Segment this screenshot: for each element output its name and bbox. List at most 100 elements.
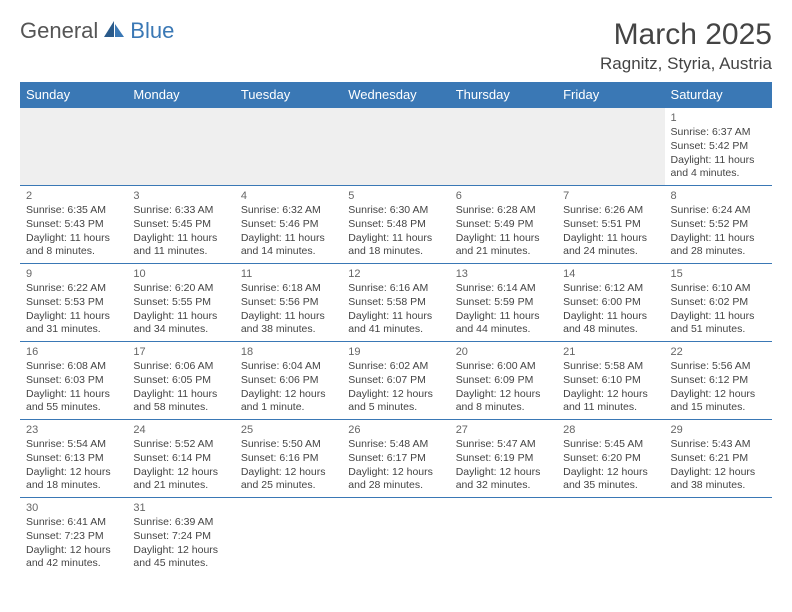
daylight-line: Daylight: 11 hours and 34 minutes. — [133, 310, 228, 337]
sunrise-line: Sunrise: 5:50 AM — [241, 438, 336, 452]
calendar-body: 1Sunrise: 6:37 AMSunset: 5:42 PMDaylight… — [20, 108, 772, 576]
calendar-cell: 21Sunrise: 5:58 AMSunset: 6:10 PMDayligh… — [557, 342, 664, 420]
sunrise-line: Sunrise: 6:33 AM — [133, 204, 228, 218]
day-number: 2 — [26, 189, 121, 203]
calendar-cell: 10Sunrise: 6:20 AMSunset: 5:55 PMDayligh… — [127, 264, 234, 342]
sunset-line: Sunset: 6:21 PM — [671, 452, 766, 466]
sunset-line: Sunset: 6:16 PM — [241, 452, 336, 466]
weekday-header: Tuesday — [235, 82, 342, 108]
title-block: March 2025 Ragnitz, Styria, Austria — [600, 18, 772, 74]
sunset-line: Sunset: 6:00 PM — [563, 296, 658, 310]
sunrise-line: Sunrise: 6:30 AM — [348, 204, 443, 218]
sunset-line: Sunset: 6:05 PM — [133, 374, 228, 388]
calendar-cell: 7Sunrise: 6:26 AMSunset: 5:51 PMDaylight… — [557, 186, 664, 264]
sunrise-line: Sunrise: 6:16 AM — [348, 282, 443, 296]
calendar-row: 23Sunrise: 5:54 AMSunset: 6:13 PMDayligh… — [20, 420, 772, 498]
daylight-line: Daylight: 11 hours and 28 minutes. — [671, 232, 766, 259]
calendar-cell: 20Sunrise: 6:00 AMSunset: 6:09 PMDayligh… — [450, 342, 557, 420]
daylight-line: Daylight: 12 hours and 15 minutes. — [671, 388, 766, 415]
day-number: 12 — [348, 267, 443, 281]
calendar-cell: 22Sunrise: 5:56 AMSunset: 6:12 PMDayligh… — [665, 342, 772, 420]
location: Ragnitz, Styria, Austria — [600, 54, 772, 74]
sunrise-line: Sunrise: 5:43 AM — [671, 438, 766, 452]
day-number: 8 — [671, 189, 766, 203]
daylight-line: Daylight: 11 hours and 4 minutes. — [671, 154, 766, 181]
calendar-cell: 31Sunrise: 6:39 AMSunset: 7:24 PMDayligh… — [127, 498, 234, 576]
calendar-cell: 2Sunrise: 6:35 AMSunset: 5:43 PMDaylight… — [20, 186, 127, 264]
sunset-line: Sunset: 5:49 PM — [456, 218, 551, 232]
daylight-line: Daylight: 11 hours and 58 minutes. — [133, 388, 228, 415]
daylight-line: Daylight: 12 hours and 25 minutes. — [241, 466, 336, 493]
calendar-row: 2Sunrise: 6:35 AMSunset: 5:43 PMDaylight… — [20, 186, 772, 264]
sunset-line: Sunset: 5:58 PM — [348, 296, 443, 310]
weekday-header: Friday — [557, 82, 664, 108]
calendar-cell: 24Sunrise: 5:52 AMSunset: 6:14 PMDayligh… — [127, 420, 234, 498]
day-number: 14 — [563, 267, 658, 281]
day-number: 15 — [671, 267, 766, 281]
weekday-header: Sunday — [20, 82, 127, 108]
sunset-line: Sunset: 6:17 PM — [348, 452, 443, 466]
sunrise-line: Sunrise: 6:02 AM — [348, 360, 443, 374]
daylight-line: Daylight: 11 hours and 8 minutes. — [26, 232, 121, 259]
daylight-line: Daylight: 11 hours and 14 minutes. — [241, 232, 336, 259]
daylight-line: Daylight: 11 hours and 24 minutes. — [563, 232, 658, 259]
sunset-line: Sunset: 6:14 PM — [133, 452, 228, 466]
calendar-row: 16Sunrise: 6:08 AMSunset: 6:03 PMDayligh… — [20, 342, 772, 420]
day-number: 16 — [26, 345, 121, 359]
daylight-line: Daylight: 11 hours and 21 minutes. — [456, 232, 551, 259]
sunrise-line: Sunrise: 5:47 AM — [456, 438, 551, 452]
daylight-line: Daylight: 11 hours and 18 minutes. — [348, 232, 443, 259]
sunset-line: Sunset: 6:03 PM — [26, 374, 121, 388]
day-number: 25 — [241, 423, 336, 437]
calendar-table: SundayMondayTuesdayWednesdayThursdayFrid… — [20, 82, 772, 576]
sunset-line: Sunset: 6:07 PM — [348, 374, 443, 388]
sunset-line: Sunset: 5:45 PM — [133, 218, 228, 232]
sunset-line: Sunset: 6:06 PM — [241, 374, 336, 388]
sunrise-line: Sunrise: 6:04 AM — [241, 360, 336, 374]
daylight-line: Daylight: 11 hours and 44 minutes. — [456, 310, 551, 337]
daylight-line: Daylight: 12 hours and 1 minute. — [241, 388, 336, 415]
weekday-header: Wednesday — [342, 82, 449, 108]
calendar-cell — [665, 498, 772, 576]
logo-text-general: General — [20, 18, 98, 44]
calendar-cell — [450, 108, 557, 186]
day-number: 1 — [671, 111, 766, 125]
sunrise-line: Sunrise: 5:45 AM — [563, 438, 658, 452]
sunrise-line: Sunrise: 6:24 AM — [671, 204, 766, 218]
sunset-line: Sunset: 6:20 PM — [563, 452, 658, 466]
daylight-line: Daylight: 11 hours and 31 minutes. — [26, 310, 121, 337]
calendar-cell: 12Sunrise: 6:16 AMSunset: 5:58 PMDayligh… — [342, 264, 449, 342]
sunset-line: Sunset: 5:52 PM — [671, 218, 766, 232]
day-number: 18 — [241, 345, 336, 359]
weekday-header: Thursday — [450, 82, 557, 108]
logo-text-blue: Blue — [130, 18, 174, 44]
calendar-row: 9Sunrise: 6:22 AMSunset: 5:53 PMDaylight… — [20, 264, 772, 342]
calendar-cell: 29Sunrise: 5:43 AMSunset: 6:21 PMDayligh… — [665, 420, 772, 498]
day-number: 30 — [26, 501, 121, 515]
daylight-line: Daylight: 12 hours and 42 minutes. — [26, 544, 121, 571]
sunrise-line: Sunrise: 6:35 AM — [26, 204, 121, 218]
sunrise-line: Sunrise: 6:00 AM — [456, 360, 551, 374]
sunrise-line: Sunrise: 6:12 AM — [563, 282, 658, 296]
sunset-line: Sunset: 5:56 PM — [241, 296, 336, 310]
sunset-line: Sunset: 6:19 PM — [456, 452, 551, 466]
day-number: 26 — [348, 423, 443, 437]
sunrise-line: Sunrise: 6:06 AM — [133, 360, 228, 374]
sunrise-line: Sunrise: 6:32 AM — [241, 204, 336, 218]
calendar-cell: 1Sunrise: 6:37 AMSunset: 5:42 PMDaylight… — [665, 108, 772, 186]
sunrise-line: Sunrise: 6:28 AM — [456, 204, 551, 218]
day-number: 31 — [133, 501, 228, 515]
sunrise-line: Sunrise: 6:20 AM — [133, 282, 228, 296]
sunrise-line: Sunrise: 5:54 AM — [26, 438, 121, 452]
sunrise-line: Sunrise: 5:52 AM — [133, 438, 228, 452]
daylight-line: Daylight: 12 hours and 35 minutes. — [563, 466, 658, 493]
sunset-line: Sunset: 6:12 PM — [671, 374, 766, 388]
sunset-line: Sunset: 5:42 PM — [671, 140, 766, 154]
calendar-cell: 28Sunrise: 5:45 AMSunset: 6:20 PMDayligh… — [557, 420, 664, 498]
calendar-cell: 23Sunrise: 5:54 AMSunset: 6:13 PMDayligh… — [20, 420, 127, 498]
sunset-line: Sunset: 7:24 PM — [133, 530, 228, 544]
sunset-line: Sunset: 5:48 PM — [348, 218, 443, 232]
sail-icon — [102, 19, 128, 44]
sunrise-line: Sunrise: 6:41 AM — [26, 516, 121, 530]
day-number: 24 — [133, 423, 228, 437]
